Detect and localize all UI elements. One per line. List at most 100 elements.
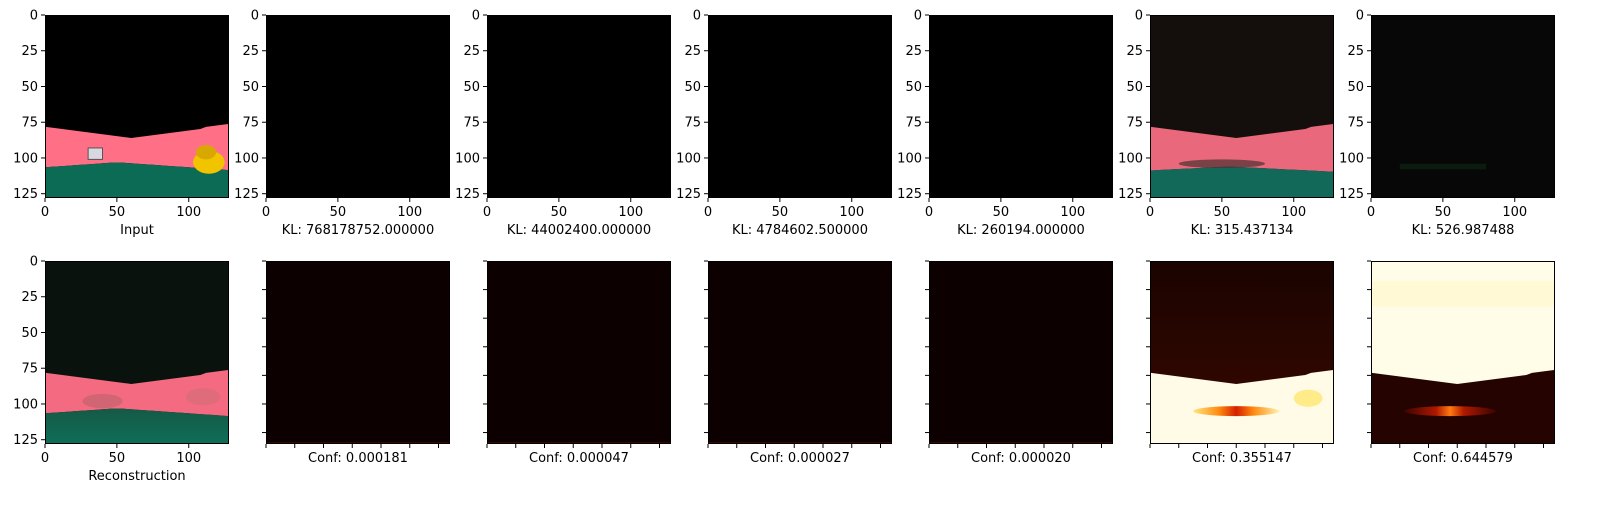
y-tick-label: 0 <box>30 9 38 24</box>
x-tick-label: 100 <box>618 205 643 220</box>
subplot-r1-c4: Conf: 0.000020 <box>925 260 1113 466</box>
y-tick-label: 25 <box>242 44 259 59</box>
image-fill <box>1371 15 1555 198</box>
x-tick-label: 0 <box>41 451 49 466</box>
y-tick-label: 50 <box>242 80 259 95</box>
subplot-r1-c0: 0 50 100 0 25 50 75 100 125 Reconstruction <box>13 255 229 484</box>
robot-blur <box>82 393 123 409</box>
image-fill <box>266 261 450 444</box>
image-fill <box>929 15 1113 198</box>
image-fill <box>487 261 671 444</box>
y-tick-label: 25 <box>1347 44 1364 59</box>
y-tick-label: 100 <box>234 151 259 166</box>
grass-region <box>45 408 229 444</box>
y-tick-label: 0 <box>251 9 259 24</box>
x-tick-label: 50 <box>109 451 126 466</box>
y-tick-label: 125 <box>13 433 38 448</box>
subplot-r0-c6: 0 50 100 0 25 50 75 100 125 KL: 526.987488 <box>1339 9 1555 238</box>
y-tick-label: 75 <box>1347 116 1364 131</box>
y-tick-label: 100 <box>1118 151 1143 166</box>
x-tick-label: 0 <box>1146 205 1154 220</box>
subplot-label: KL: 44002400.000000 <box>507 223 651 238</box>
hot-band <box>1193 406 1280 417</box>
axes-frame <box>708 261 892 444</box>
y-tick-label: 50 <box>684 80 701 95</box>
axes-frame <box>1150 15 1334 198</box>
y-tick-label: 50 <box>1126 80 1143 95</box>
subplot-r1-c5: Conf: 0.355147 <box>1146 260 1334 466</box>
y-tick-label: 25 <box>1126 44 1143 59</box>
hot-band <box>1404 406 1497 417</box>
y-tick-label: 0 <box>30 255 38 270</box>
subplot-r1-c6: Conf: 0.644579 <box>1367 260 1555 466</box>
y-tick-label: 75 <box>242 116 259 131</box>
robot-marker <box>87 147 103 160</box>
x-tick-label: 100 <box>176 205 201 220</box>
subplot-label: KL: 315.437134 <box>1191 223 1294 238</box>
road-region <box>1150 123 1334 172</box>
axes-frame <box>266 261 450 444</box>
x-tick-label: 100 <box>176 451 201 466</box>
image-fill <box>266 15 450 198</box>
haze-band <box>1371 281 1555 307</box>
x-tick-label: 100 <box>1060 205 1085 220</box>
subplot-r0-c2: 0 50 100 0 25 50 75 100 125 KL: 44002400.000000 <box>455 9 671 238</box>
y-tick-label: 125 <box>1118 187 1143 202</box>
y-tick-label: 25 <box>684 44 701 59</box>
x-tick-label: 0 <box>1367 205 1375 220</box>
x-tick-label: 50 <box>1435 205 1452 220</box>
axes-frame <box>929 15 1113 198</box>
x-tick-label: 0 <box>41 205 49 220</box>
y-tick-label: 100 <box>13 151 38 166</box>
subplot-r0-c3: 0 50 100 0 25 50 75 100 125 KL: 4784602.500000 <box>676 9 892 238</box>
y-tick-label: 75 <box>21 362 38 377</box>
subplot-label: KL: 768178752.000000 <box>282 223 434 238</box>
subplot-r0-c1: 0 50 100 0 25 50 75 100 125 KL: 768178752.000000 <box>234 9 450 238</box>
axes-frame <box>45 261 229 444</box>
axes-frame <box>487 15 671 198</box>
subplot-label: KL: 260194.000000 <box>957 223 1085 238</box>
y-tick-label: 50 <box>1347 80 1364 95</box>
axes-frame <box>487 261 671 444</box>
y-tick-label: 50 <box>463 80 480 95</box>
x-tick-label: 100 <box>839 205 864 220</box>
subplot-label: Conf: 0.000047 <box>529 451 629 466</box>
subplot-r1-c1: Conf: 0.000181 <box>262 260 450 466</box>
subplot-r0-c4: 0 50 100 0 25 50 75 100 125 KL: 260194.000000 <box>897 9 1113 238</box>
y-tick-label: 100 <box>455 151 480 166</box>
image-fill <box>708 15 892 198</box>
x-tick-label: 50 <box>772 205 789 220</box>
y-tick-label: 125 <box>1339 187 1364 202</box>
y-tick-label: 0 <box>693 9 701 24</box>
hot-spot <box>1293 389 1323 407</box>
subplot-label: Conf: 0.355147 <box>1192 451 1292 466</box>
y-tick-label: 125 <box>455 187 480 202</box>
axes-frame <box>1371 261 1555 444</box>
axes-frame <box>266 15 450 198</box>
subplot-label: Conf: 0.000027 <box>750 451 850 466</box>
y-tick-label: 100 <box>13 397 38 412</box>
subplot-label: Conf: 0.644579 <box>1413 451 1513 466</box>
grass-region <box>1150 166 1334 198</box>
y-tick-label: 125 <box>676 187 701 202</box>
x-tick-label: 100 <box>1502 205 1527 220</box>
duck-blur <box>185 388 221 406</box>
subplot-label: Input <box>120 223 154 238</box>
grass-region <box>45 162 229 198</box>
x-tick-label: 100 <box>397 205 422 220</box>
duck-head <box>195 145 217 160</box>
axes-frame <box>1150 261 1334 444</box>
faint-streak <box>1399 163 1486 170</box>
y-tick-label: 25 <box>463 44 480 59</box>
y-tick-label: 75 <box>21 116 38 131</box>
image-fill <box>929 261 1113 444</box>
y-tick-label: 0 <box>914 9 922 24</box>
y-tick-label: 75 <box>905 116 922 131</box>
y-tick-label: 25 <box>21 290 38 305</box>
shadow-band <box>1178 159 1265 168</box>
y-tick-label: 25 <box>905 44 922 59</box>
subplot-label: KL: 526.987488 <box>1412 223 1515 238</box>
y-tick-label: 125 <box>234 187 259 202</box>
y-tick-label: 50 <box>905 80 922 95</box>
